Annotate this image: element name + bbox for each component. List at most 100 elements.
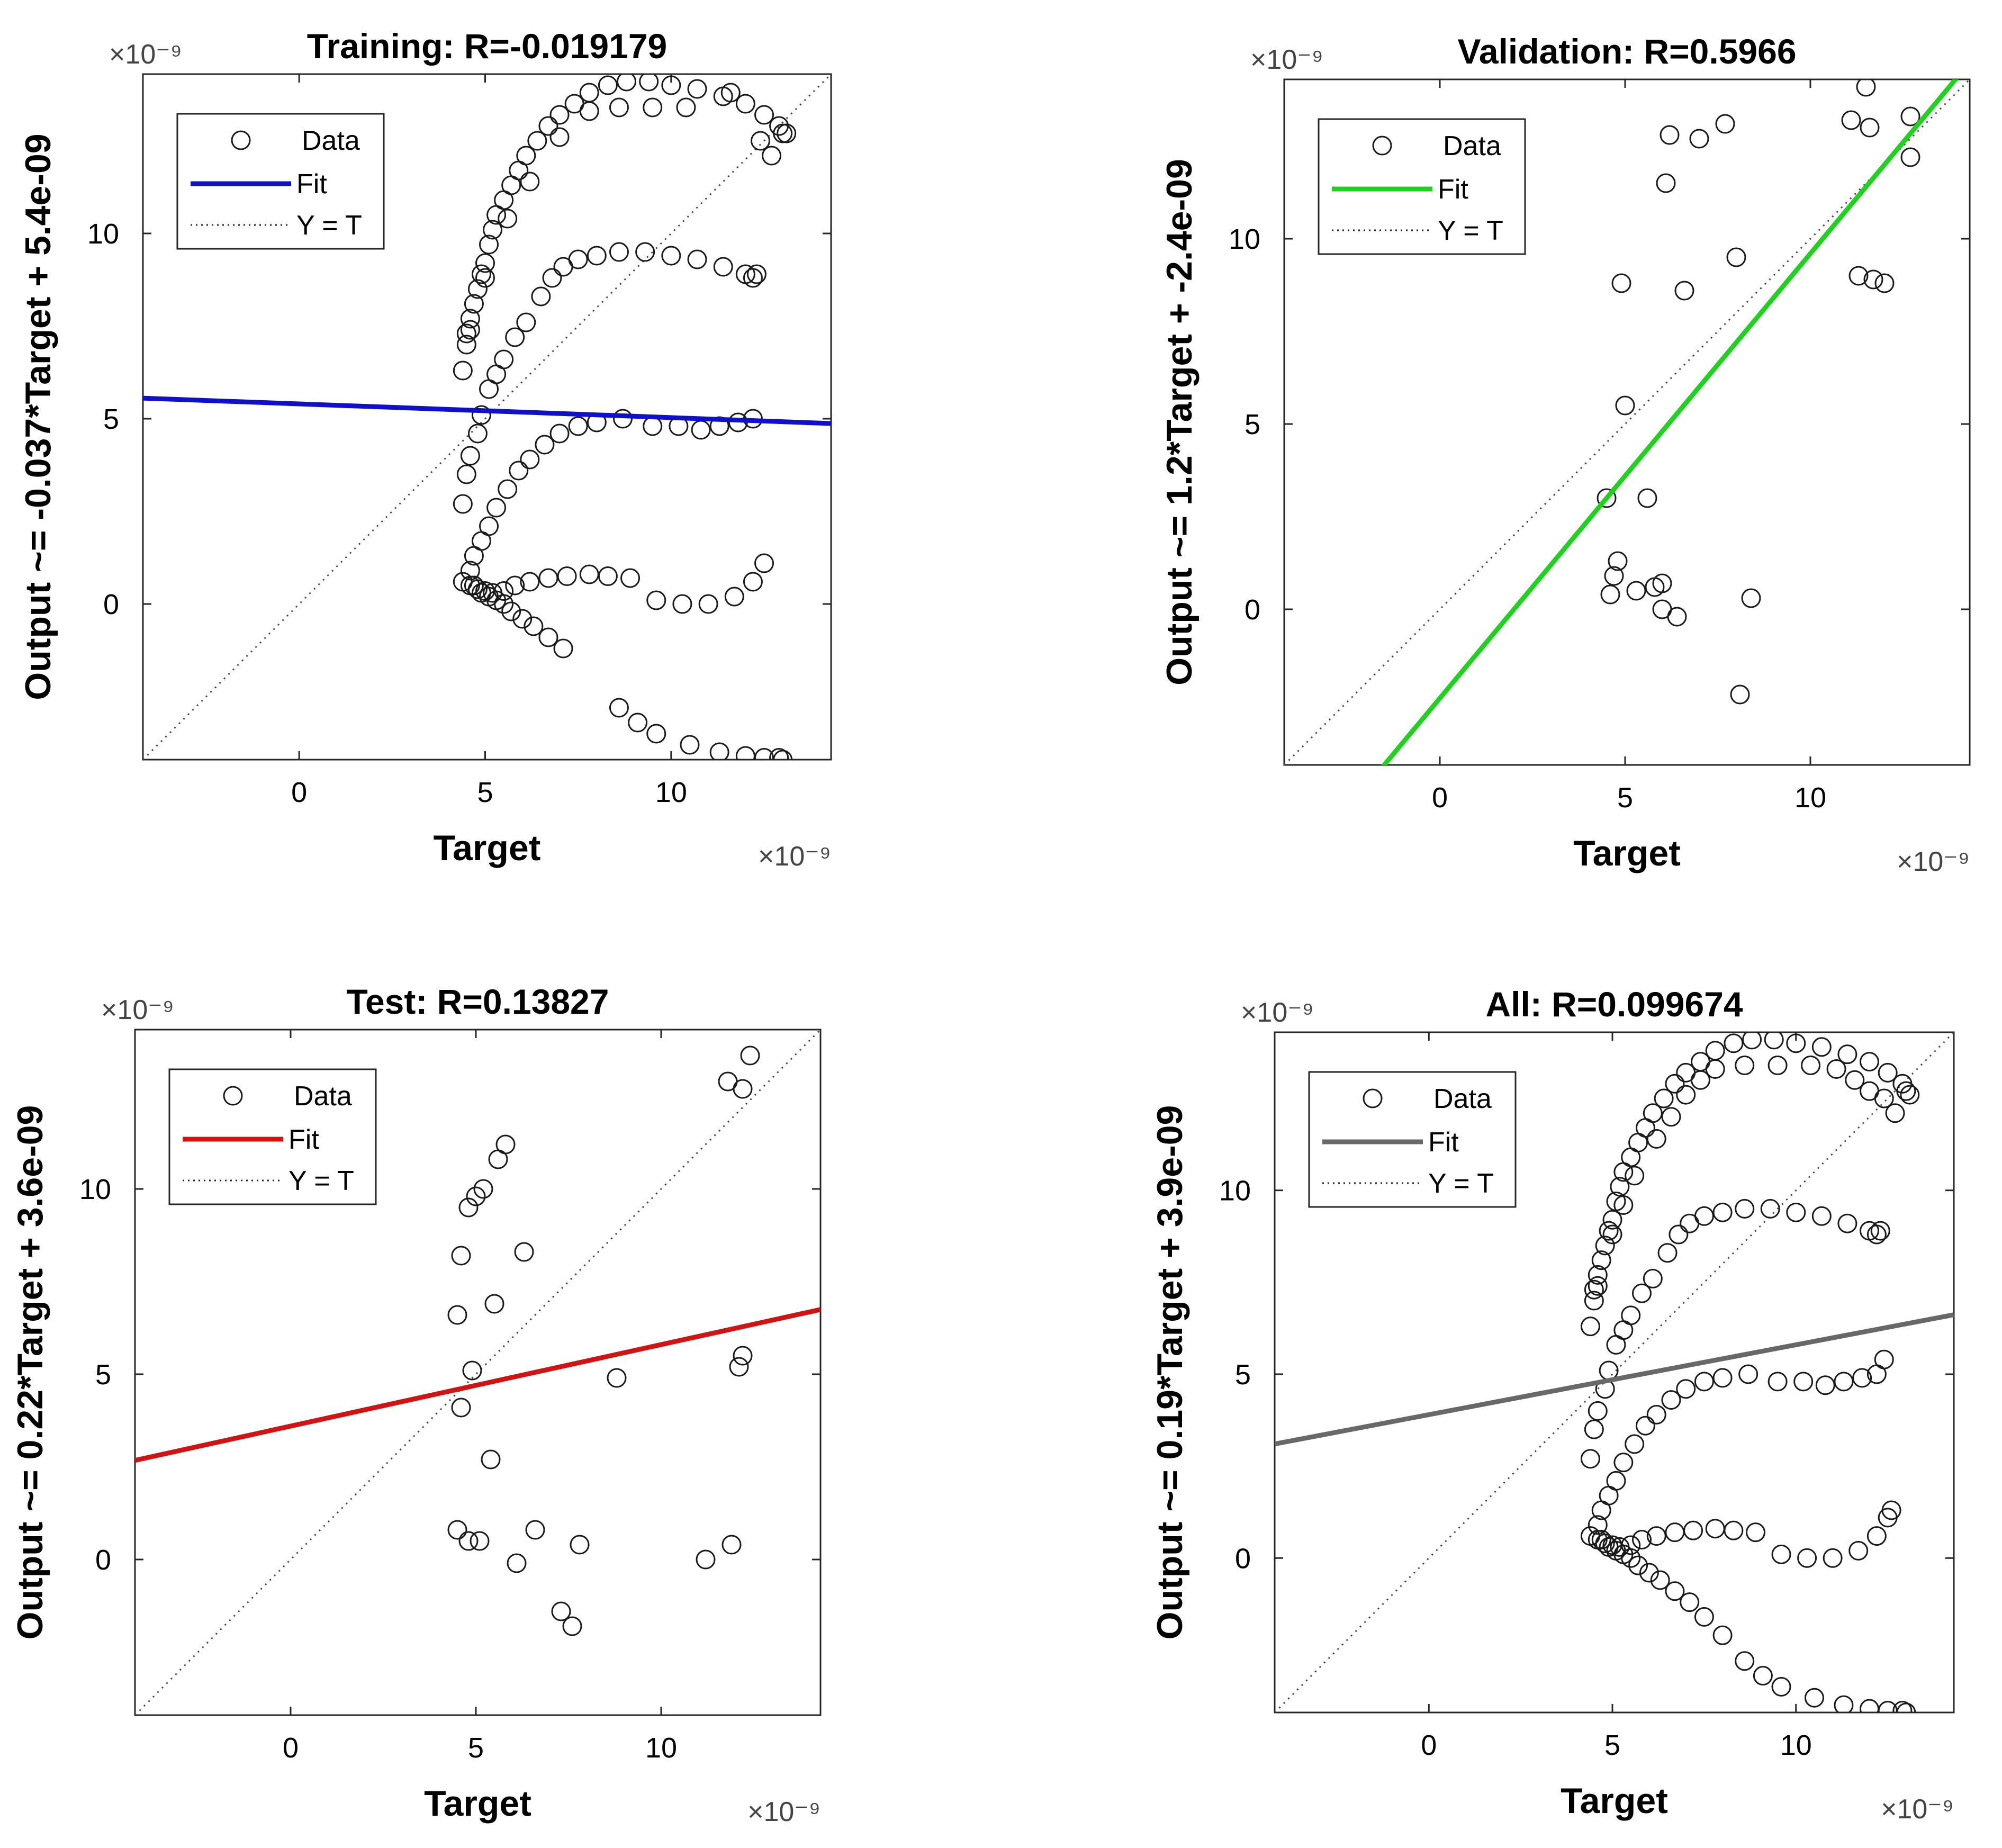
data-point (1667, 607, 1687, 627)
data-point (1661, 1107, 1681, 1127)
data-point (1621, 1548, 1641, 1568)
data-point (514, 1242, 534, 1262)
data-point (773, 750, 793, 760)
data-point (1874, 273, 1895, 293)
legend-fit-label: Fit (1438, 174, 1468, 205)
y-axis-label: Output ~= 0.22*Target + 3.6e-09 (10, 1105, 50, 1640)
data-point (1613, 1453, 1634, 1473)
data-point (769, 748, 789, 760)
data-point (1660, 125, 1680, 145)
data-point (458, 1197, 479, 1218)
data-point (1746, 1522, 1766, 1543)
data-point (1811, 1206, 1832, 1226)
y-tick-label: 5 (1235, 1359, 1251, 1391)
data-point (1584, 1419, 1604, 1439)
data-point (1834, 1372, 1854, 1392)
data-point (475, 253, 495, 273)
legend-data-marker (223, 1086, 243, 1106)
legend-data-marker (231, 130, 251, 150)
plot-layer (1275, 1032, 1954, 1712)
data-point (587, 246, 607, 266)
data-point (483, 220, 503, 240)
data-point (628, 713, 648, 733)
data-point (1694, 1372, 1714, 1392)
legend-data-marker (1363, 1088, 1383, 1108)
data-point (1595, 1236, 1615, 1256)
data-point (1613, 1195, 1634, 1215)
x-tick-label: 10 (655, 777, 687, 808)
data-point (1863, 269, 1883, 290)
fit-line (1381, 79, 1959, 765)
y-exponent-label: ×10⁻⁹ (109, 39, 182, 70)
data-point (1786, 1202, 1806, 1222)
data-point (1900, 1085, 1920, 1105)
data-point (1724, 1520, 1744, 1540)
data-point (1694, 1607, 1714, 1627)
data-point (1771, 1544, 1791, 1564)
data-point (713, 257, 733, 277)
data-point (462, 1360, 482, 1381)
data-point (460, 309, 480, 329)
data-point (754, 553, 774, 573)
data-point (460, 320, 480, 340)
data-point (1837, 1044, 1857, 1065)
data-point (1591, 1250, 1611, 1270)
data-point (473, 1179, 493, 1199)
all-chart: 0 5 10 0 5 10 ×10⁻⁹ ×10⁻⁹ All: R=0.099674 Target O… (1150, 985, 1955, 1825)
data-point (456, 464, 476, 484)
data-point (1866, 1224, 1887, 1245)
data-point (1885, 1103, 1905, 1123)
data-point (1900, 147, 1920, 167)
data-point (1628, 1555, 1648, 1575)
data-point (1625, 1166, 1645, 1186)
x-axis-label: Target (1561, 1781, 1668, 1821)
data-point (467, 579, 488, 599)
data-point (733, 1346, 753, 1366)
x-tick-label: 0 (1432, 782, 1448, 814)
data-point (549, 105, 570, 125)
chart-title: Test: R=0.13827 (347, 982, 609, 1021)
data-point (507, 1553, 527, 1573)
fit-line (143, 395, 831, 426)
data-point (464, 294, 484, 314)
data-point (520, 449, 540, 470)
data-point (1874, 1088, 1894, 1108)
x-exponent-label: ×10⁻⁹ (1897, 846, 1970, 877)
data-point (479, 516, 499, 536)
data-point (762, 146, 782, 166)
chart-title: Training: R=-0.019179 (307, 26, 667, 66)
data-point (1615, 395, 1635, 416)
data-point (447, 1520, 467, 1540)
data-point (1604, 566, 1624, 586)
data-point (498, 479, 518, 499)
data-point (568, 249, 588, 269)
y-tick-label: 0 (103, 589, 119, 620)
legend-data-label: Data (1443, 131, 1501, 161)
chart-title: Validation: R=0.5966 (1457, 32, 1796, 71)
data-point (1635, 1416, 1655, 1436)
data-point (609, 698, 629, 718)
y-tick-label: 5 (103, 403, 119, 435)
data-point (467, 423, 488, 444)
y-tick-label: 10 (1219, 1175, 1251, 1207)
data-point (1643, 1268, 1663, 1288)
y-exponent-label: ×10⁻⁹ (1241, 997, 1314, 1028)
data-point (612, 409, 633, 429)
data-point (538, 627, 558, 647)
legend-data-label: Data (302, 125, 360, 156)
data-point (1735, 1198, 1755, 1219)
y-exponent-label: ×10⁻⁹ (1250, 44, 1323, 75)
data-point (1826, 1059, 1846, 1079)
data-point (494, 349, 514, 369)
x-tick-label: 5 (468, 1732, 484, 1764)
data-point (696, 1549, 716, 1570)
data-point (1771, 1676, 1791, 1697)
data-point (568, 416, 588, 436)
data-point (609, 242, 629, 262)
data-point (709, 742, 729, 760)
x-tick-label: 10 (645, 1732, 677, 1764)
data-point (494, 594, 514, 614)
y-exponent-label: ×10⁻⁹ (101, 995, 174, 1025)
plot-layer (1284, 79, 1970, 765)
x-tick-label: 0 (1421, 1729, 1437, 1761)
